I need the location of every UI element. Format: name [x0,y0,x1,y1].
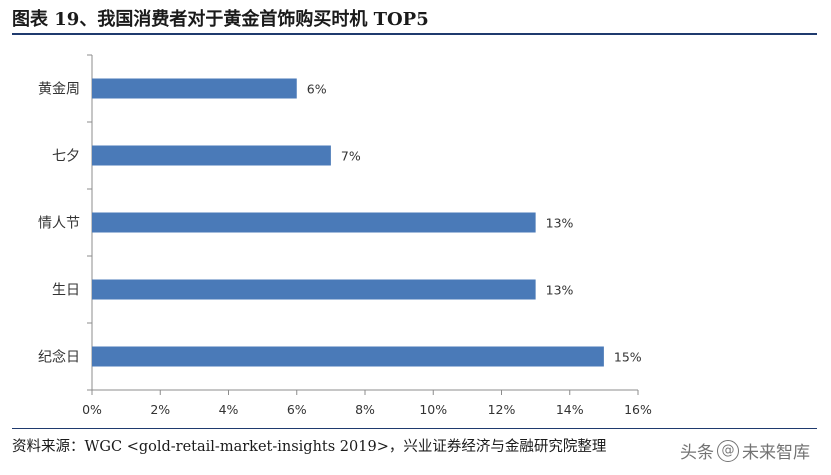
category-label: 情人节 [38,216,80,232]
x-tick-label: 4% [219,402,239,417]
bar [92,346,604,367]
title-underline [12,33,817,35]
category-label: 七夕 [52,149,80,165]
x-tick-label: 16% [624,402,652,417]
x-tick-label: 12% [488,402,516,417]
x-tick-label: 6% [287,402,307,417]
x-tick-label: 10% [419,402,447,417]
bar-chart: 0% 2% 4% 6% 8% 10% 12% 14% 16% 黄金周 6% 七夕 7% 情人节 13% 生日 1… [38,54,652,417]
category-label: 生日 [52,283,80,299]
x-tick-label: 14% [556,402,584,417]
x-tick-label: 8% [355,402,375,417]
data-label: 13% [546,216,574,231]
category-label: 黄金周 [38,81,80,98]
data-label: 13% [546,283,574,298]
watermark-name: 未来智库 [742,443,810,463]
bar [92,212,536,233]
source-note: 资料来源：WGC <gold-retail-market-insights 20… [12,439,607,455]
data-label: 6% [307,82,327,97]
data-label: 7% [341,149,361,164]
x-tick-label: 2% [150,402,170,417]
at-icon: @ [717,439,739,462]
bar [92,78,297,99]
data-label: 15% [614,350,642,365]
watermark: 头条 @ 未来智库 [680,438,810,463]
bar [92,145,331,166]
footer-rule [12,428,817,429]
chart-title: 图表 19、我国消费者对于黄金首饰购买时机 TOP5 [12,9,429,30]
bar [92,279,536,300]
watermark-prefix: 头条 [680,443,714,463]
category-label: 纪念日 [38,349,80,366]
x-tick-label: 0% [82,402,102,417]
